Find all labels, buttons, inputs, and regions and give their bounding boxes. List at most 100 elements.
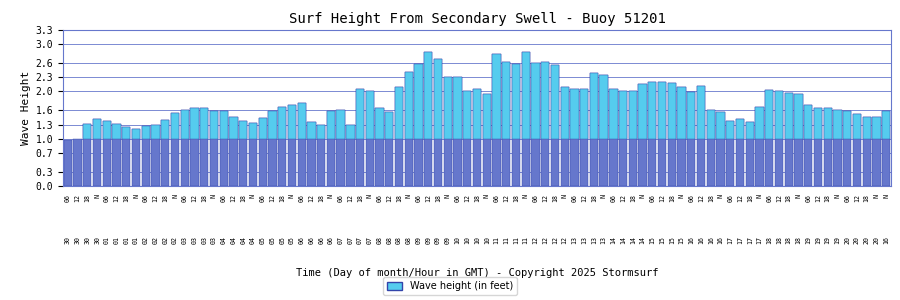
Text: N: N (523, 194, 528, 197)
Bar (716, 112, 725, 186)
Bar (151, 124, 159, 139)
Text: N: N (94, 194, 100, 197)
Bar (385, 112, 393, 186)
Text: 12: 12 (814, 194, 821, 202)
Bar (122, 127, 130, 186)
Bar (278, 107, 286, 186)
Bar (444, 77, 452, 139)
Text: 06: 06 (328, 236, 334, 244)
Bar (853, 114, 861, 186)
Bar (278, 107, 286, 139)
Text: 19: 19 (814, 236, 821, 244)
Text: 02: 02 (162, 236, 168, 244)
Bar (337, 110, 345, 186)
Bar (327, 111, 335, 186)
Text: 06: 06 (454, 194, 461, 202)
Text: 18: 18 (396, 194, 402, 202)
Bar (833, 110, 842, 139)
Text: N: N (717, 194, 724, 197)
Text: 06: 06 (493, 194, 500, 202)
Bar (365, 92, 374, 139)
Bar (571, 88, 579, 186)
Bar (833, 110, 842, 186)
Bar (93, 119, 101, 139)
Text: 18: 18 (123, 194, 130, 202)
Text: 16: 16 (883, 236, 889, 244)
Text: 09: 09 (445, 236, 451, 244)
Bar (795, 94, 803, 139)
Text: 06: 06 (220, 194, 227, 202)
Text: 18: 18 (786, 236, 792, 244)
Bar (580, 88, 589, 139)
Bar (307, 122, 316, 139)
Bar (298, 103, 306, 186)
Bar (736, 119, 744, 186)
Text: 06: 06 (104, 194, 110, 202)
Bar (872, 118, 880, 139)
Text: N: N (406, 194, 412, 197)
Bar (804, 105, 813, 186)
Bar (638, 84, 647, 139)
Bar (181, 110, 189, 139)
Text: 18: 18 (707, 194, 714, 202)
Text: 11: 11 (523, 236, 528, 244)
Text: N: N (211, 194, 217, 197)
Text: N: N (328, 194, 334, 197)
Text: 17: 17 (757, 236, 762, 244)
Bar (843, 111, 851, 186)
Text: 12: 12 (533, 236, 538, 244)
Bar (862, 116, 871, 186)
Bar (785, 93, 793, 186)
Text: 12: 12 (464, 194, 471, 202)
Text: N: N (562, 194, 568, 197)
Bar (853, 114, 861, 139)
Text: N: N (445, 194, 451, 197)
Text: 12: 12 (347, 194, 354, 202)
Text: 18: 18 (824, 194, 831, 202)
Bar (843, 111, 851, 139)
Text: 06: 06 (143, 194, 148, 202)
Bar (541, 62, 549, 186)
Text: 17: 17 (727, 236, 734, 244)
Bar (726, 121, 734, 139)
Text: 06: 06 (338, 194, 344, 202)
Text: 12: 12 (698, 194, 704, 202)
Text: 06: 06 (299, 236, 305, 244)
Bar (716, 112, 725, 139)
Bar (395, 87, 403, 186)
Text: 14: 14 (640, 236, 645, 244)
Bar (678, 87, 686, 139)
Text: 18: 18 (513, 194, 519, 202)
Text: 08: 08 (386, 236, 392, 244)
Bar (531, 63, 540, 186)
Bar (862, 116, 871, 139)
Text: 18: 18 (202, 194, 207, 202)
Bar (482, 94, 491, 139)
Text: 10: 10 (474, 236, 480, 244)
Text: 16: 16 (707, 236, 714, 244)
Text: 06: 06 (610, 194, 616, 202)
Text: 16: 16 (698, 236, 704, 244)
Text: 19: 19 (806, 236, 811, 244)
Bar (502, 62, 510, 139)
Bar (580, 88, 589, 186)
Text: 01: 01 (113, 236, 120, 244)
Text: 01: 01 (133, 236, 140, 244)
Text: 05: 05 (279, 236, 285, 244)
Bar (64, 140, 72, 186)
Text: N: N (250, 194, 256, 197)
Bar (258, 118, 266, 139)
Bar (141, 126, 150, 139)
Bar (132, 129, 140, 186)
Text: 18: 18 (162, 194, 168, 202)
Bar (472, 89, 482, 139)
Text: 30: 30 (75, 236, 81, 244)
Bar (122, 127, 130, 139)
Text: 06: 06 (318, 236, 324, 244)
Text: 13: 13 (572, 236, 578, 244)
Text: 12: 12 (75, 194, 81, 202)
Bar (405, 72, 413, 186)
Text: 18: 18 (864, 194, 869, 202)
Bar (112, 124, 121, 139)
Text: 12: 12 (552, 236, 558, 244)
